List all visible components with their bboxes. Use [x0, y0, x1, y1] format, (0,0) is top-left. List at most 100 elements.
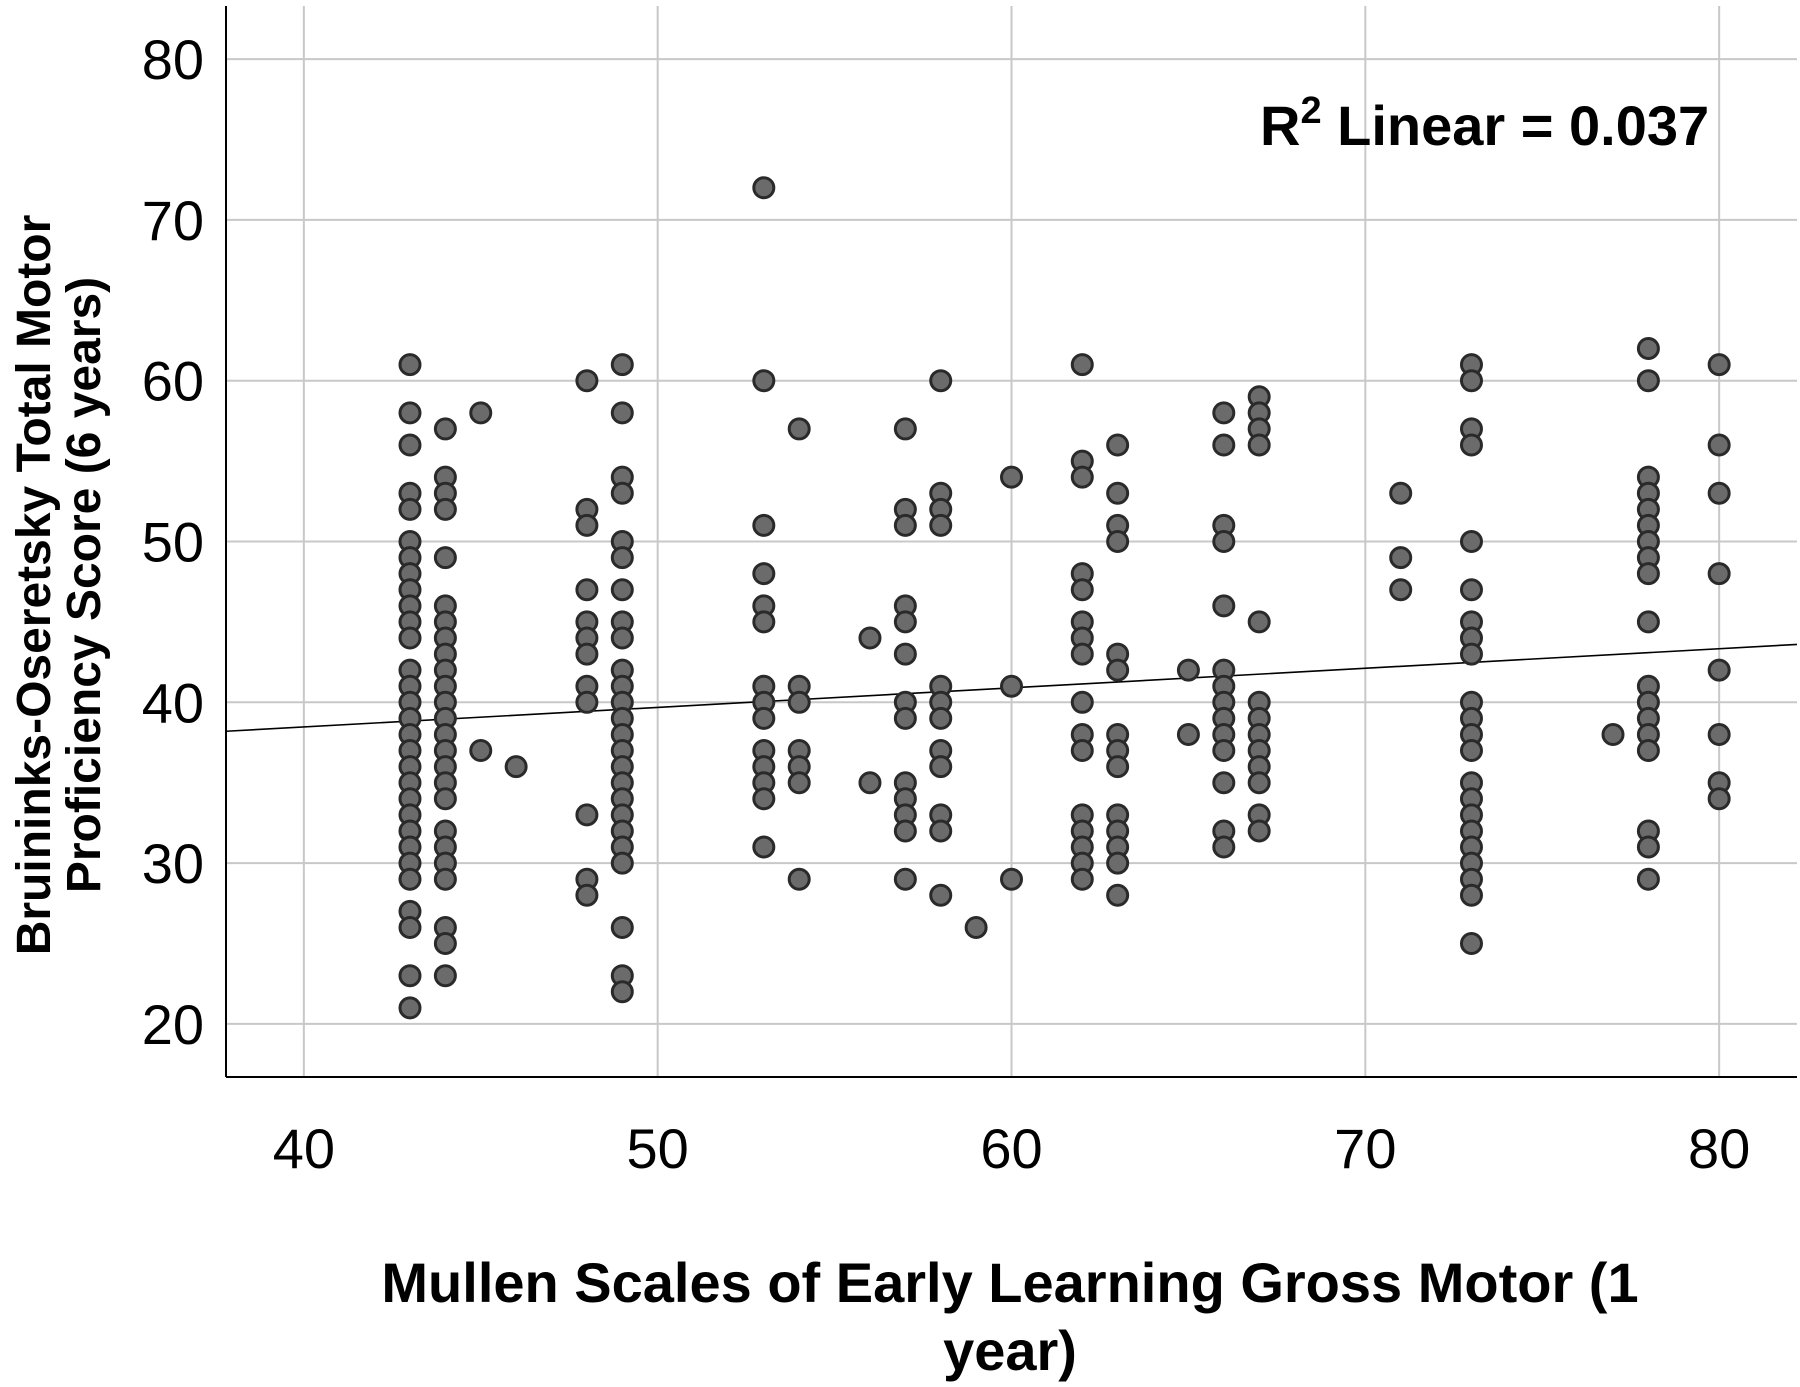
data-point — [893, 417, 917, 441]
data-point — [433, 964, 457, 988]
data-point — [433, 497, 457, 521]
data-point — [929, 819, 953, 843]
data-point — [1070, 867, 1094, 891]
axes — [225, 6, 1797, 1078]
data-point — [1636, 739, 1660, 763]
data-point — [1000, 465, 1023, 489]
data-point — [1176, 658, 1200, 682]
data-point — [752, 610, 776, 634]
data-point — [1070, 578, 1094, 602]
data-point — [398, 401, 422, 425]
data-point — [398, 433, 422, 457]
x-axis-title-line1: Mullen Scales of Early Learning Gross Mo… — [381, 1251, 1638, 1314]
data-point — [1247, 433, 1271, 457]
data-point — [1212, 530, 1236, 553]
data-point — [1389, 578, 1413, 602]
data-point — [752, 176, 776, 200]
data-point — [893, 867, 917, 891]
data-point — [1707, 481, 1731, 505]
x-tick-label: 40 — [273, 1117, 335, 1180]
data-point — [1212, 739, 1236, 763]
data-point — [433, 546, 457, 570]
data-point — [929, 513, 953, 537]
data-point — [1707, 353, 1731, 377]
data-point — [575, 369, 599, 393]
data-point — [1212, 594, 1236, 618]
data-point — [610, 626, 634, 650]
data-point — [433, 417, 457, 441]
data-point — [1106, 755, 1130, 779]
data-point — [575, 690, 599, 714]
data-point — [1000, 674, 1023, 698]
data-point — [1212, 401, 1236, 425]
data-point — [1707, 433, 1731, 457]
data-point — [1070, 465, 1094, 489]
data-point — [575, 578, 599, 602]
data-point — [610, 353, 634, 377]
data-point — [1707, 787, 1731, 811]
data-point — [610, 578, 634, 602]
data-point — [1106, 658, 1130, 682]
y-tick-labels: 20 30 40 50 60 70 80 — [142, 28, 204, 1056]
data-point — [433, 787, 457, 811]
x-tick-label: 60 — [980, 1117, 1042, 1180]
data-point — [752, 835, 776, 859]
y-tick-label: 50 — [142, 511, 204, 574]
data-point — [929, 706, 953, 730]
data-point — [1459, 530, 1483, 553]
data-point — [964, 915, 988, 939]
data-point — [1212, 771, 1236, 795]
data-point — [1459, 739, 1483, 763]
data-point — [1636, 369, 1660, 393]
data-point — [1212, 433, 1236, 457]
data-point — [858, 626, 882, 650]
data-point — [1212, 835, 1236, 859]
data-points — [398, 176, 1731, 1020]
data-point — [1106, 883, 1130, 907]
y-tick-label: 80 — [142, 28, 204, 91]
data-point — [1636, 337, 1660, 361]
data-point — [1070, 353, 1094, 377]
data-point — [1459, 642, 1483, 666]
y-tick-label: 20 — [142, 993, 204, 1056]
data-point — [1070, 739, 1094, 763]
data-point — [1247, 771, 1271, 795]
data-point — [929, 369, 953, 393]
x-tick-labels: 40 50 60 70 80 — [273, 1117, 1751, 1180]
data-point — [1176, 722, 1200, 746]
data-point — [575, 883, 599, 907]
data-point — [1389, 481, 1413, 505]
x-axis-title-line2: year) — [943, 1319, 1077, 1382]
x-tick-label: 50 — [627, 1117, 689, 1180]
data-point — [575, 803, 599, 827]
data-point — [1389, 546, 1413, 570]
data-point — [752, 562, 776, 586]
y-tick-label: 60 — [142, 350, 204, 413]
data-point — [1636, 610, 1660, 634]
data-point — [1247, 610, 1271, 634]
data-point — [893, 819, 917, 843]
data-point — [858, 771, 882, 795]
data-point — [398, 964, 422, 988]
data-point — [575, 642, 599, 666]
data-point — [1636, 867, 1660, 891]
r-squared-annotation: R2 Linear = 0.037 — [1260, 90, 1709, 157]
data-point — [1000, 867, 1023, 891]
data-point — [752, 513, 776, 537]
data-point — [893, 513, 917, 537]
data-point — [752, 369, 776, 393]
data-point — [610, 401, 634, 425]
data-point — [1070, 690, 1094, 714]
data-point — [469, 739, 493, 763]
data-point — [610, 980, 634, 1004]
data-point — [504, 755, 528, 779]
data-point — [787, 771, 811, 795]
data-point — [1459, 578, 1483, 602]
data-point — [1636, 835, 1660, 859]
data-point — [752, 706, 776, 730]
data-point — [787, 417, 811, 441]
data-point — [610, 546, 634, 570]
data-point — [1459, 932, 1483, 956]
data-point — [1106, 433, 1130, 457]
